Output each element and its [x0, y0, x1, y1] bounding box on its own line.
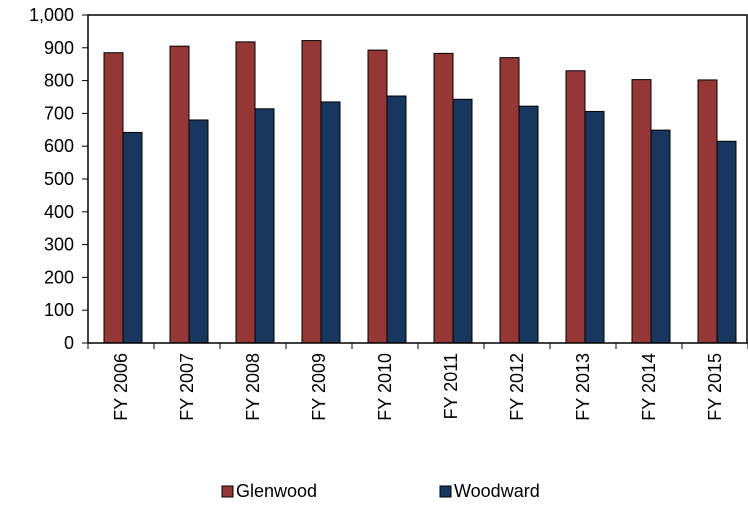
y-tick-label: 300: [44, 235, 74, 255]
x-tick-label: FY 2013: [573, 353, 593, 421]
bar-glenwood-fy-2010: [367, 49, 388, 344]
legend-swatch-woodward: [439, 485, 452, 498]
bar-glenwood-fy-2014: [631, 79, 652, 344]
legend-label-woodward: Woodward: [454, 481, 540, 501]
bar-woodward-fy-2011: [452, 98, 473, 344]
bars-group: [103, 40, 737, 344]
x-tick-label: FY 2012: [507, 353, 527, 421]
y-tick-label: 400: [44, 202, 74, 222]
bar-glenwood-fy-2006: [103, 52, 124, 344]
legend-swatch-glenwood: [221, 485, 234, 498]
x-tick-labels: FY 2006 FY 2007 FY 2008 FY 2009 FY 2010 FY 20…: [111, 353, 725, 421]
x-tick-label: FY 2015: [705, 353, 725, 421]
bar-woodward-fy-2007: [188, 119, 209, 344]
x-tick-label: FY 2006: [111, 353, 131, 421]
bar-woodward-fy-2015: [716, 140, 737, 344]
x-tick-label: FY 2011: [441, 353, 461, 419]
y-tick-label: 900: [44, 38, 74, 58]
bar-glenwood-fy-2013: [565, 70, 586, 344]
bar-woodward-fy-2012: [518, 105, 539, 344]
bar-woodward-fy-2014: [650, 129, 671, 344]
bar-glenwood-fy-2015: [697, 79, 718, 344]
axes-group: [82, 14, 748, 349]
bar-glenwood-fy-2008: [235, 41, 256, 344]
legend-label-glenwood: Glenwood: [236, 481, 317, 501]
y-tick-label: 700: [44, 103, 74, 123]
y-tick-label: 500: [44, 169, 74, 189]
bar-glenwood-fy-2011: [433, 52, 454, 344]
y-tick-label: 100: [44, 300, 74, 320]
y-tick-label: 800: [44, 71, 74, 91]
y-tick-labels: 0 100 200 300 400 500 600 700 800 900 1,000: [29, 5, 74, 353]
y-tick-label: 1,000: [29, 5, 74, 25]
bar-woodward-fy-2006: [122, 131, 143, 344]
y-tick-label: 600: [44, 136, 74, 156]
bar-glenwood-fy-2012: [499, 57, 520, 344]
x-tick-label: FY 2009: [309, 353, 329, 421]
bar-woodward-fy-2009: [320, 101, 341, 344]
bar-woodward-fy-2013: [584, 110, 605, 344]
bar-glenwood-fy-2009: [301, 40, 322, 344]
x-tick-label: FY 2008: [243, 353, 263, 421]
legend: Glenwood Woodward: [221, 481, 540, 501]
bar-woodward-fy-2008: [254, 108, 275, 344]
bar-woodward-fy-2010: [386, 95, 407, 344]
y-tick-label: 200: [44, 267, 74, 287]
x-tick-label: FY 2014: [639, 353, 659, 421]
x-tick-label: FY 2010: [375, 353, 395, 421]
x-tick-label: FY 2007: [177, 353, 197, 421]
bar-glenwood-fy-2007: [169, 45, 190, 344]
y-tick-label: 0: [64, 333, 74, 353]
